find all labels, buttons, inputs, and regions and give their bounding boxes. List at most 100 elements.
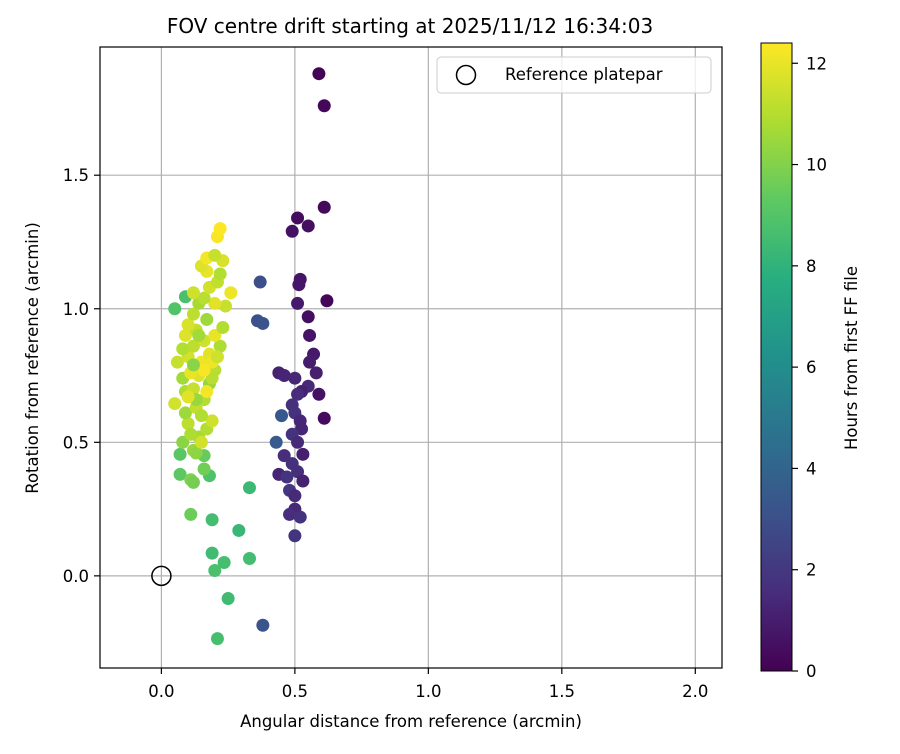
colorbar [760,42,793,672]
data-point [303,328,317,342]
data-point [224,286,238,300]
colorbar-tick-label: 6 [806,358,817,377]
data-point [292,278,306,292]
data-point [186,339,200,353]
reference-point-marker [151,565,172,587]
data-point [288,371,302,385]
data-point [208,328,222,342]
data-point [293,510,307,524]
data-point [242,551,256,565]
data-point [312,67,326,81]
data-point [208,296,222,310]
grid [100,47,722,668]
data-point [200,312,214,326]
data-point [253,275,267,289]
legend-marker-icon [455,64,477,86]
data-point [217,555,231,569]
data-point [317,411,331,425]
data-point [186,475,200,489]
x-tick-label: 0.5 [282,682,308,701]
colorbar-tick-label: 4 [806,459,817,478]
data-point [288,529,302,543]
data-point [213,267,227,281]
data-point [178,328,192,342]
data-point [178,406,192,420]
data-point [168,397,182,411]
data-point [205,546,219,560]
data-point [176,435,190,449]
reference-group [151,565,172,587]
data-point [309,366,323,380]
y-axis-ticks: 0.0 0.5 1.0 1.5 [63,166,100,586]
data-point [232,523,246,537]
data-point [317,200,331,214]
data-point [317,99,331,113]
legend: Reference platepar [436,56,712,94]
data-point [208,248,222,262]
data-point [176,342,190,356]
data-point [170,355,184,369]
y-tick-label: 0.5 [63,433,89,452]
data-point [221,592,235,606]
data-point [194,435,208,449]
data-point [181,390,195,404]
data-point [213,339,227,353]
data-point [312,387,326,401]
x-tick-label: 0.0 [148,682,174,701]
data-point [269,435,283,449]
data-point [192,328,206,342]
data-point [186,286,200,300]
data-point [301,310,315,324]
data-point [291,387,305,401]
y-axis-label: Rotation from reference (arcmin) [23,222,42,494]
x-tick-label: 2.0 [682,682,708,701]
data-point [205,371,219,385]
chart-title: FOV centre drift starting at 2025/11/12 … [167,14,653,38]
data-point [181,318,195,332]
y-tick-label: 1.0 [63,300,89,319]
data-point [186,307,200,321]
colorbar-ticks: 0 2 4 6 8 10 12 [792,54,827,681]
data-point [283,507,297,521]
data-point [184,507,198,521]
data-point [296,474,310,488]
data-point [218,299,232,313]
legend-box [436,56,712,94]
y-tick-label: 1.5 [63,166,89,185]
colorbar-tick-label: 2 [806,561,817,580]
data-point [200,385,214,399]
legend-label: Reference platepar [505,65,663,84]
data-point [216,320,230,334]
data-point [205,513,219,527]
colorbar-tick-label: 10 [806,156,827,175]
data-point [181,417,195,431]
data-point [205,414,219,428]
x-axis-label: Angular distance from reference (arcmin) [240,712,582,731]
colorbar-label: Hours from first FF file [842,266,861,450]
colorbar-tick-label: 12 [806,54,827,73]
data-point [291,211,305,225]
colorbar-tick-label: 8 [806,257,817,276]
x-tick-label: 1.5 [549,682,575,701]
data-point [277,449,291,463]
data-point [173,467,187,481]
data-point [208,564,222,578]
data-point [210,350,224,364]
data-point [303,355,317,369]
data-point [197,291,211,305]
data-point [277,369,291,383]
colorbar-tick-label: 0 [806,662,817,681]
data-point [194,409,208,423]
data-point [186,358,200,372]
data-points [168,67,334,646]
data-point [242,481,256,495]
data-point [275,409,289,423]
data-point [197,462,211,476]
data-point [320,294,334,308]
data-point [291,296,305,310]
data-point [288,489,302,503]
data-point [256,618,270,632]
data-point [173,447,187,461]
